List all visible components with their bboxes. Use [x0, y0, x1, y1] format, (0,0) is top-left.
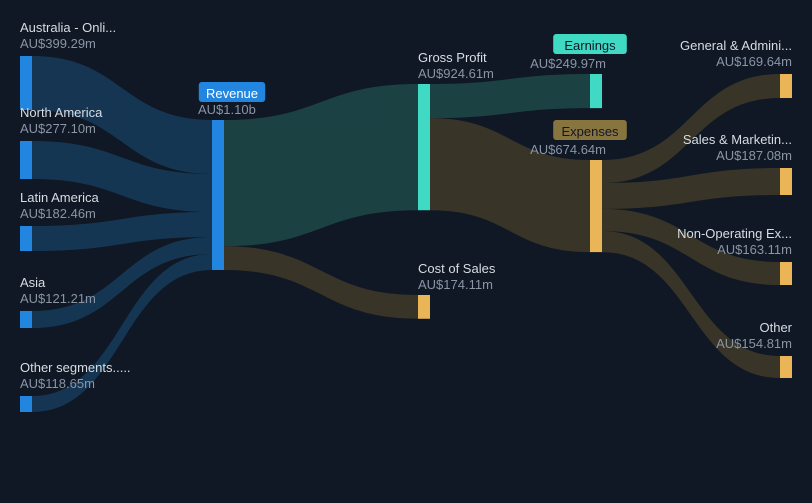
node-source-0[interactable]	[20, 56, 32, 110]
svg-text:Earnings: Earnings	[564, 38, 616, 53]
sankey-chart: Australia - Onli...AU$399.29m North Ameri…	[0, 0, 812, 503]
source-label-4: Other segments.....	[20, 360, 131, 375]
gross-profit-value: AU$924.61m	[418, 66, 494, 81]
source-label-3: Asia	[20, 275, 46, 290]
svg-text:Revenue: Revenue	[206, 86, 258, 101]
cost-value: AU$174.11m	[418, 277, 493, 292]
earnings-value: AU$249.97m	[530, 56, 606, 71]
node-source-3[interactable]	[20, 311, 32, 328]
source-label-2: Latin America	[20, 190, 100, 205]
pill-earnings: Earnings	[553, 34, 627, 54]
node-revenue[interactable]	[212, 120, 224, 270]
source-value-0: AU$399.29m	[20, 36, 96, 51]
source-value-3: AU$121.21m	[20, 291, 96, 306]
node-gross-profit[interactable]	[418, 84, 430, 210]
pill-expenses: Expenses	[553, 120, 627, 140]
sink-label-2: Non-Operating Ex...	[677, 226, 792, 241]
node-sink-0[interactable]	[780, 74, 792, 98]
sink-value-3: AU$154.81m	[716, 336, 792, 351]
source-label-0: Australia - Onli...	[20, 20, 116, 35]
node-source-2[interactable]	[20, 226, 32, 251]
sink-value-0: AU$169.64m	[716, 54, 792, 69]
expenses-value: AU$674.64m	[530, 142, 606, 157]
sink-value-2: AU$163.11m	[717, 242, 792, 257]
node-sink-1[interactable]	[780, 168, 792, 195]
sink-label-0: General & Admini...	[680, 38, 792, 53]
node-expenses[interactable]	[590, 160, 602, 252]
node-earnings[interactable]	[590, 74, 602, 108]
revenue-value: AU$1.10b	[198, 102, 256, 117]
node-source-4[interactable]	[20, 396, 32, 412]
node-cost-of-sales[interactable]	[418, 295, 430, 319]
node-source-1[interactable]	[20, 141, 32, 179]
source-label-1: North America	[20, 105, 103, 120]
gross-profit-label: Gross Profit	[418, 50, 487, 65]
sink-label-3: Other	[759, 320, 792, 335]
node-sink-3[interactable]	[780, 356, 792, 378]
node-sink-2[interactable]	[780, 262, 792, 285]
source-value-4: AU$118.65m	[20, 376, 95, 391]
svg-text:Expenses: Expenses	[561, 124, 619, 139]
sink-label-1: Sales & Marketin...	[683, 132, 792, 147]
source-value-2: AU$182.46m	[20, 206, 96, 221]
cost-label: Cost of Sales	[418, 261, 496, 276]
source-value-1: AU$277.10m	[20, 121, 96, 136]
sink-value-1: AU$187.08m	[716, 148, 792, 163]
pill-revenue: Revenue	[199, 82, 265, 102]
